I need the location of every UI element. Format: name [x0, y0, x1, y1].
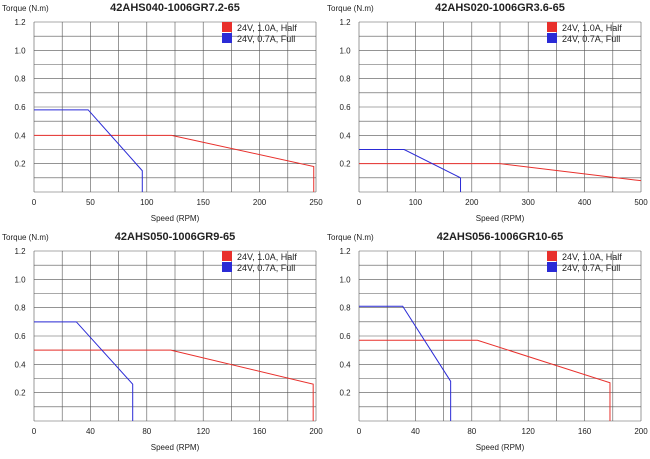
- chart-panel-42ahs040: 42AHS040-1006GR7.2-65 Torque (N.m) Speed (…: [0, 0, 325, 229]
- x-tick-label: 40: [411, 427, 420, 436]
- x-tick-label: 150: [197, 198, 211, 207]
- series-line-half: [359, 163, 642, 182]
- chart-title: 42AHS056-1006GR10-65: [437, 231, 564, 243]
- x-tick-label: 160: [578, 427, 592, 436]
- y-tick-label: 0.4: [339, 360, 351, 369]
- series-line-half: [34, 134, 315, 192]
- y-axis-label: Torque (N.m): [2, 233, 49, 242]
- y-axis-label: Torque (N.m): [2, 4, 49, 13]
- y-tick-label: 0.8: [339, 75, 351, 84]
- chart-panel-42ahs056: 42AHS056-1006GR10-65 Torque (N.m) Speed (R…: [325, 229, 650, 458]
- x-tick-label: 200: [634, 427, 648, 436]
- x-tick-label: 250: [309, 198, 323, 207]
- y-tick-label: 0.6: [14, 332, 26, 341]
- series-line-full: [359, 305, 452, 421]
- x-tick-label: 0: [32, 427, 37, 436]
- y-tick-label: 0.2: [14, 160, 26, 169]
- x-tick-label: 100: [140, 198, 154, 207]
- legend-swatch-half: [547, 251, 557, 261]
- y-tick-label: 0.6: [339, 332, 351, 341]
- legend-swatch-full: [547, 262, 557, 272]
- chart-title: 42AHS020-1006GR3.6-65: [435, 2, 565, 14]
- y-tick-label: 0.8: [14, 75, 26, 84]
- y-tick-label: 0.8: [339, 304, 351, 313]
- legend-swatch-half: [222, 251, 232, 261]
- x-tick-label: 50: [86, 198, 95, 207]
- chart-svg-3: 42AHS056-1006GR10-65 Torque (N.m) Speed (R…: [327, 231, 648, 452]
- x-tick-label: 40: [86, 427, 95, 436]
- x-tick-label: 300: [522, 198, 536, 207]
- y-tick-label: 0.6: [14, 103, 26, 112]
- x-axis-label: Speed (RPM): [151, 214, 200, 223]
- y-tick-label: 0.2: [14, 389, 26, 398]
- y-axis-label: Torque (N.m): [327, 4, 374, 13]
- y-tick-label: 1.2: [14, 247, 26, 256]
- chart-title: 42AHS040-1006GR7.2-65: [110, 2, 240, 14]
- x-tick-label: 500: [634, 198, 648, 207]
- legend-swatch-full: [547, 33, 557, 43]
- x-axis-label: Speed (RPM): [476, 443, 525, 452]
- x-tick-label: 0: [357, 427, 362, 436]
- y-tick-label: 1.2: [339, 247, 351, 256]
- y-tick-label: 1.2: [14, 18, 26, 27]
- legend-label-full: 24V, 0.7A, Full: [562, 34, 620, 44]
- series-line-half: [34, 349, 314, 421]
- chart-svg-0: 42AHS040-1006GR7.2-65 Torque (N.m) Speed (…: [2, 2, 323, 223]
- x-tick-label: 80: [142, 427, 151, 436]
- y-tick-label: 0.4: [14, 360, 26, 369]
- legend-label-full: 24V, 0.7A, Full: [237, 263, 295, 273]
- series-line-full: [34, 109, 143, 192]
- chart-svg-2: 42AHS050-1006GR9-65 Torque (N.m) Speed (RP…: [2, 231, 323, 452]
- x-tick-label: 100: [409, 198, 423, 207]
- x-tick-label: 120: [522, 427, 536, 436]
- y-tick-label: 0.4: [14, 131, 26, 140]
- legend-label-half: 24V, 1.0A, Half: [562, 252, 622, 262]
- legend-swatch-full: [222, 33, 232, 43]
- y-axis-label: Torque (N.m): [327, 233, 374, 242]
- chart-panel-42ahs050: 42AHS050-1006GR9-65 Torque (N.m) Speed (RP…: [0, 229, 325, 458]
- chart-title: 42AHS050-1006GR9-65: [115, 231, 235, 243]
- y-tick-label: 0.2: [339, 160, 351, 169]
- y-tick-label: 1.2: [339, 18, 351, 27]
- chart-panel-42ahs020: 42AHS020-1006GR3.6-65 Torque (N.m) Speed (…: [325, 0, 650, 229]
- y-tick-label: 0.6: [339, 103, 351, 112]
- y-tick-label: 1.0: [14, 46, 26, 55]
- x-tick-label: 0: [32, 198, 37, 207]
- legend-swatch-half: [547, 22, 557, 32]
- x-tick-label: 200: [309, 427, 323, 436]
- legend-label-half: 24V, 1.0A, Half: [237, 252, 297, 262]
- x-axis-label: Speed (RPM): [151, 443, 200, 452]
- chart-svg-1: 42AHS020-1006GR3.6-65 Torque (N.m) Speed (…: [327, 2, 648, 223]
- y-tick-label: 1.0: [339, 46, 351, 55]
- x-tick-label: 80: [467, 427, 476, 436]
- x-tick-label: 160: [253, 427, 267, 436]
- series-line-full: [359, 149, 462, 192]
- legend-label-half: 24V, 1.0A, Half: [562, 23, 622, 33]
- x-tick-label: 0: [357, 198, 362, 207]
- series-line-full: [34, 321, 134, 421]
- x-tick-label: 200: [253, 198, 267, 207]
- y-tick-label: 1.0: [339, 275, 351, 284]
- series-line-half: [359, 339, 611, 421]
- legend-swatch-half: [222, 22, 232, 32]
- legend-label-full: 24V, 0.7A, Full: [237, 34, 295, 44]
- y-tick-label: 0.4: [339, 131, 351, 140]
- y-tick-label: 1.0: [14, 275, 26, 284]
- legend-label-full: 24V, 0.7A, Full: [562, 263, 620, 273]
- legend-swatch-full: [222, 262, 232, 272]
- y-tick-label: 0.8: [14, 304, 26, 313]
- x-axis-label: Speed (RPM): [476, 214, 525, 223]
- y-tick-label: 0.2: [339, 389, 351, 398]
- x-tick-label: 120: [197, 427, 211, 436]
- x-tick-label: 400: [578, 198, 592, 207]
- legend-label-half: 24V, 1.0A, Half: [237, 23, 297, 33]
- x-tick-label: 200: [465, 198, 479, 207]
